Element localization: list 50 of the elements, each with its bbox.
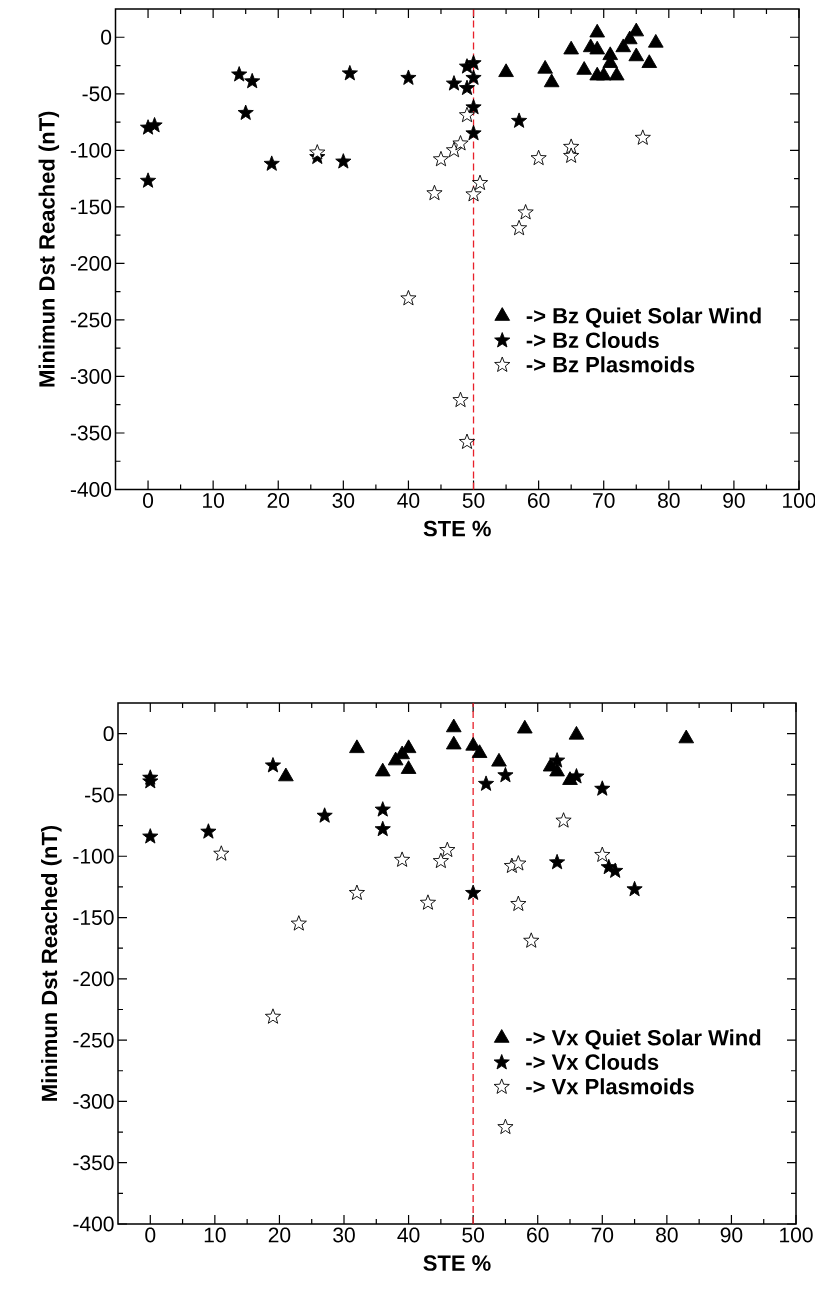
y-tick-label: -150: [70, 199, 112, 215]
x-tick-label: 80: [656, 1227, 678, 1243]
y-tick-label: 0: [103, 726, 114, 742]
legend-label: -> Bz Clouds: [526, 331, 659, 348]
x-axis-title: STE %: [423, 520, 491, 537]
y-tick-label: -150: [73, 910, 114, 925]
x-tick-label: 30: [332, 493, 355, 508]
x-tick-label: 60: [528, 493, 550, 508]
x-tick-label: 0: [143, 493, 154, 508]
y-tick-label: -300: [73, 1093, 114, 1109]
x-tick-label: 60: [527, 1227, 549, 1243]
x-tick-label: 20: [267, 493, 290, 508]
x-tick-label: 10: [204, 1227, 226, 1243]
y-tick-label: -200: [70, 255, 112, 271]
x-tick-label: 30: [333, 1227, 355, 1243]
x-tick-label: 40: [397, 493, 420, 508]
y-tick-label: -350: [70, 425, 112, 441]
y-tick-label: -200: [73, 971, 114, 987]
y-tick-label: -50: [82, 86, 112, 102]
x-tick-label: 90: [720, 1227, 743, 1243]
x-tick-label: 80: [658, 493, 680, 508]
x-tick-label: 70: [593, 493, 615, 508]
x-tick-label: 50: [462, 1227, 484, 1243]
y-tick-label: -100: [73, 848, 114, 864]
y-tick-label: -300: [70, 369, 112, 384]
y-tick-label: -100: [70, 142, 112, 158]
legend-label: -> Vx Clouds: [526, 1053, 659, 1070]
y-tick-label: -400: [70, 482, 112, 497]
legend-label: -> Bz Plasmoids: [526, 356, 695, 373]
x-axis-title: STE %: [423, 1255, 491, 1271]
x-tick-label: 50: [462, 493, 485, 508]
legend-label: -> Vx Plasmoids: [526, 1078, 694, 1095]
x-tick-label: 100: [780, 1227, 813, 1243]
y-tick-label: -250: [73, 1032, 114, 1048]
x-tick-label: 90: [723, 493, 745, 508]
y-axis-title: Minimun Dst Reached (nT): [41, 825, 62, 1101]
legend-label: -> Vx Quiet Solar Wind: [526, 1029, 761, 1050]
y-tick-label: -400: [73, 1216, 114, 1232]
y-axis-title: Minimun Dst Reached (nT): [38, 111, 60, 387]
x-tick-label: 70: [591, 1227, 614, 1243]
legend-label: -> Bz Quiet Solar Wind: [526, 307, 761, 328]
x-tick-label: 0: [145, 1227, 156, 1243]
y-tick-label: -50: [85, 787, 114, 803]
y-tick-label: -250: [70, 312, 112, 328]
x-tick-label: 100: [783, 493, 815, 508]
x-tick-label: 40: [397, 1227, 420, 1243]
x-tick-label: 10: [203, 493, 224, 508]
x-tick-label: 20: [268, 1227, 291, 1243]
y-tick-label: 0: [101, 29, 112, 45]
y-tick-label: -350: [73, 1155, 114, 1171]
